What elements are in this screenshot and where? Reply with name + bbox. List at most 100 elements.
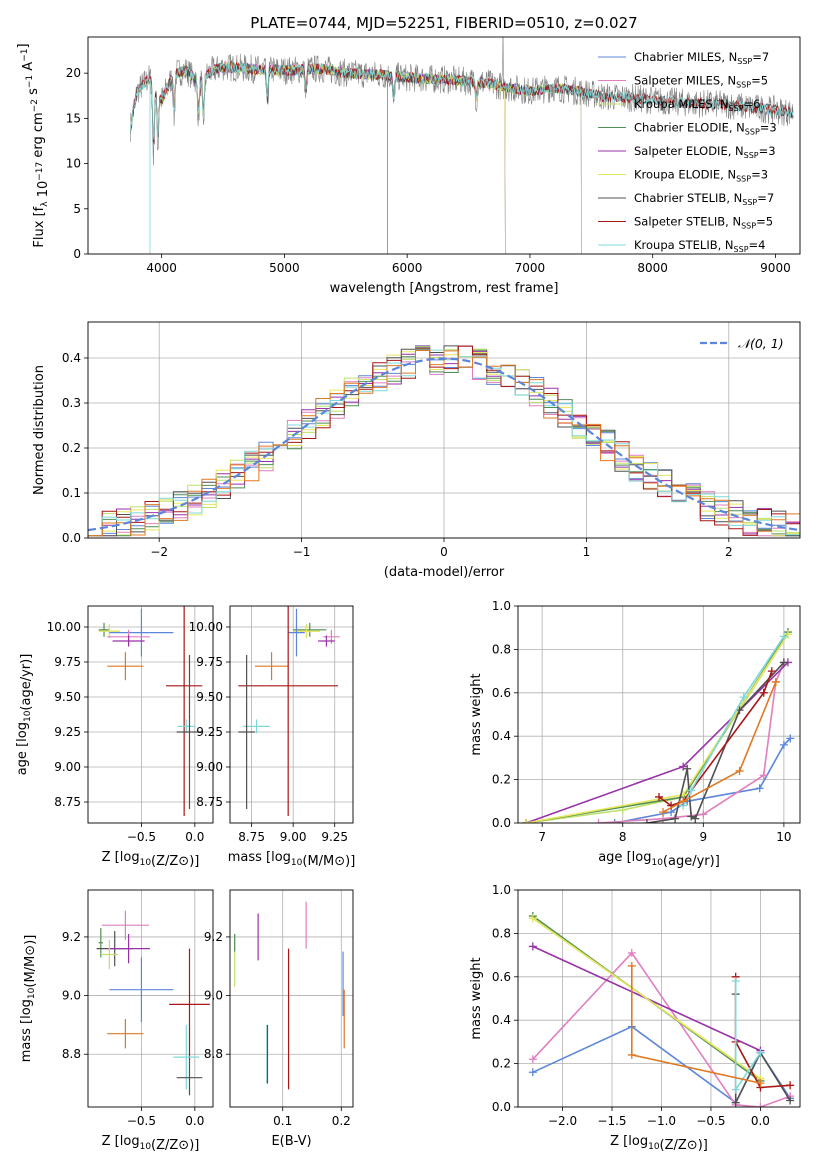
series-point bbox=[786, 734, 795, 743]
y-tick-label: 20 bbox=[66, 66, 81, 80]
series-line bbox=[525, 631, 789, 823]
y-axis-label: mass weight bbox=[469, 957, 484, 1039]
y-tick-label: 9.00 bbox=[54, 760, 81, 774]
x-tick-label: 8000 bbox=[637, 261, 668, 275]
y-tick-label: 0.8 bbox=[492, 926, 511, 940]
model-spectrum-line bbox=[161, 61, 506, 254]
legend-entry: Salpeter ELODIE, NSSP=3 bbox=[634, 144, 776, 160]
series-point bbox=[756, 1079, 765, 1088]
age-vs-metallicity-panel: −0.5 0.0 8.75 9.00 9.25 9.50 9.75 10.00 Z [log10… bbox=[15, 605, 214, 869]
series-point bbox=[691, 814, 700, 823]
x-tick-label: −2.0 bbox=[548, 1114, 577, 1128]
y-tick-label: 10.00 bbox=[47, 620, 81, 634]
x-axis-label: Z [log10(Z/Z⊙)] bbox=[102, 1134, 200, 1153]
normal-curve-line bbox=[88, 357, 800, 532]
x-tick-label: 9.00 bbox=[280, 830, 307, 844]
x-tick-label: 9.25 bbox=[321, 830, 348, 844]
series-point bbox=[683, 764, 692, 773]
axes-frame bbox=[517, 889, 801, 1108]
y-tick-label: 10.00 bbox=[189, 620, 223, 634]
y-axis-label: mass weight bbox=[469, 673, 484, 755]
y-tick-label: 0.3 bbox=[62, 396, 81, 410]
legend-entry: Kroupa STELIB, NSSP=4 bbox=[634, 238, 765, 254]
legend-entry: 𝒩(0, 1) bbox=[738, 336, 784, 351]
y-tick-label: 0.4 bbox=[62, 351, 81, 365]
series-line bbox=[614, 737, 791, 823]
series-point bbox=[731, 1085, 740, 1094]
histogram-step-line bbox=[88, 349, 800, 538]
series-point bbox=[659, 808, 668, 817]
histogram-step-line bbox=[88, 350, 800, 538]
mass-weight-vs-age-panel: 7 8 9 10 0.0 0.2 0.4 0.6 0.8 1.0 age [log10(age/yr… bbox=[469, 599, 801, 869]
x-tick-label: −0.5 bbox=[696, 1114, 725, 1128]
axes-frame bbox=[87, 605, 214, 824]
grid bbox=[88, 890, 213, 1107]
x-tick-label: −0.5 bbox=[127, 1114, 156, 1128]
grid bbox=[230, 606, 353, 823]
legend-entry: Kroupa MILES, NSSP=6 bbox=[634, 97, 760, 113]
series-point bbox=[779, 632, 788, 641]
series-point bbox=[610, 819, 619, 823]
y-tick-label: 9.25 bbox=[54, 725, 81, 739]
y-tick-label: 0.6 bbox=[492, 686, 511, 700]
x-tick-label: 0.2 bbox=[332, 1114, 351, 1128]
legend-entry: Kroupa ELODIE, NSSP=3 bbox=[634, 168, 768, 184]
model-spectrum-line bbox=[130, 61, 794, 140]
y-tick-label: 0.8 bbox=[492, 642, 511, 656]
x-tick-label: 0.0 bbox=[751, 1114, 770, 1128]
series-point bbox=[779, 740, 788, 749]
y-tick-label: 0.2 bbox=[62, 441, 81, 455]
mass-weight-vs-metallicity-panel: −2.0 −1.5 −1.0 −0.5 0.0 0.0 0.2 0.4 0.6 0.8 1.0 Z [… bbox=[469, 883, 801, 1153]
y-tick-label: 9.0 bbox=[204, 989, 223, 1003]
series-point bbox=[671, 814, 680, 823]
x-tick-label: −1 bbox=[293, 545, 311, 559]
plot-area bbox=[522, 628, 795, 823]
series-line bbox=[532, 917, 761, 1080]
series-line bbox=[525, 633, 789, 823]
axes-frame bbox=[229, 605, 354, 824]
y-axis-label: Normed distribution bbox=[32, 365, 47, 495]
axes-frame bbox=[229, 889, 354, 1108]
plot-area bbox=[96, 910, 210, 1096]
y-tick-label: 9.2 bbox=[62, 930, 81, 944]
x-tick-label: 5000 bbox=[269, 261, 300, 275]
series-point bbox=[735, 766, 744, 775]
y-tick-label: 0.0 bbox=[492, 1100, 511, 1114]
series-point bbox=[731, 977, 740, 986]
x-tick-label: 8.75 bbox=[238, 830, 265, 844]
y-tick-label: 8.75 bbox=[54, 795, 81, 809]
grid bbox=[88, 606, 213, 823]
x-tick-label: 0 bbox=[440, 545, 448, 559]
model-spectrum-line bbox=[161, 62, 506, 254]
series-line bbox=[525, 633, 789, 823]
series-point bbox=[627, 961, 636, 970]
y-tick-label: 8.8 bbox=[204, 1047, 223, 1061]
axes-frame bbox=[87, 36, 801, 255]
y-tick-label: 9.2 bbox=[204, 930, 223, 944]
y-axis-label: age [log10(age/yr)] bbox=[15, 654, 34, 776]
y-tick-label: 0.4 bbox=[492, 729, 511, 743]
series-point bbox=[679, 797, 688, 806]
y-tick-label: 9.0 bbox=[62, 989, 81, 1003]
spectrum-panel: 4000 5000 6000 7000 8000 9000 0 5 10 15 20 waveleng… bbox=[16, 36, 801, 296]
legend-entry: Salpeter STELIB, NSSP=5 bbox=[634, 215, 773, 231]
series-point bbox=[528, 1068, 537, 1077]
x-tick-label: 6000 bbox=[392, 261, 423, 275]
series-point bbox=[731, 1098, 740, 1107]
series-point bbox=[627, 1050, 636, 1059]
y-tick-label: 1.0 bbox=[492, 599, 511, 613]
y-tick-label: 0 bbox=[73, 247, 81, 261]
series-point bbox=[756, 1048, 765, 1057]
y-tick-label: 0.0 bbox=[62, 531, 81, 545]
x-tick-label: 10 bbox=[776, 830, 791, 844]
y-tick-label: 0.2 bbox=[492, 773, 511, 787]
y-tick-label: 8.8 bbox=[62, 1047, 81, 1061]
grid bbox=[230, 890, 353, 1107]
y-axis-label: mass [log10(M/M⊙)] bbox=[19, 935, 38, 1063]
y-tick-label: 9.50 bbox=[196, 690, 223, 704]
y-tick-label: 9.25 bbox=[196, 725, 223, 739]
axes-frame bbox=[87, 889, 214, 1108]
series-point bbox=[655, 792, 663, 801]
model-spectrum-line bbox=[161, 61, 506, 254]
